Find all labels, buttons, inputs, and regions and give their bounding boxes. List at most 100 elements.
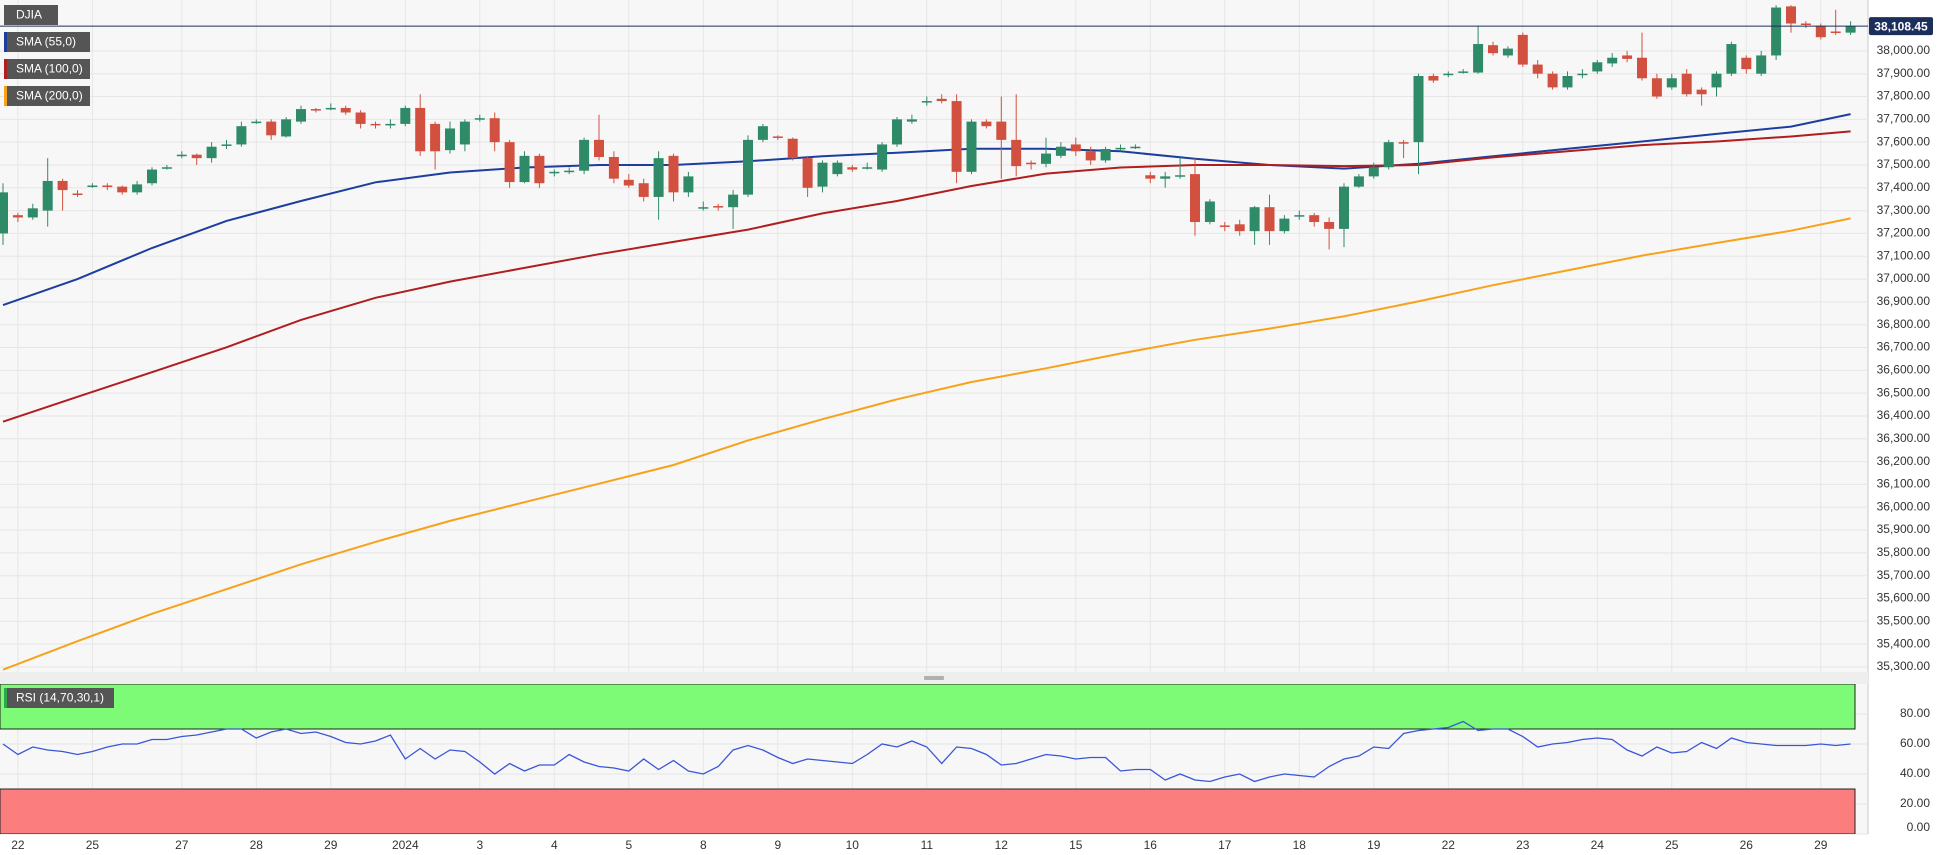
resize-handle[interactable] [924,676,944,680]
price-panel [0,0,1868,672]
candle-body [1055,146,1066,156]
legend-label: SMA (200,0) [16,89,83,103]
legend-box[interactable] [4,86,90,106]
y-tick-label: 37,100.00 [1877,248,1931,262]
candle-body [385,123,396,126]
rsi-zone [0,684,1856,730]
candle-body [1622,55,1633,59]
candle-body [415,107,426,152]
y-tick-label: 36,400.00 [1877,408,1931,422]
candle-body [1651,78,1662,97]
candle-body [310,109,321,111]
y-tick-label: 36,000.00 [1877,499,1931,513]
candle-body [474,118,485,120]
candle-body [1562,75,1573,88]
x-tick-label: 5 [625,838,632,852]
y-tick-label: 36,200.00 [1877,454,1931,468]
y-tick-label: 35,700.00 [1877,568,1931,582]
candle-body [1711,73,1722,88]
candle-body [221,144,232,146]
legend-swatch [4,32,7,52]
x-tick-label: 2024 [392,838,419,852]
y-tick-label: 36,800.00 [1877,317,1931,331]
candle-body [1532,64,1543,74]
candle-body [1771,7,1782,56]
candle-body [951,101,962,172]
symbol-box [4,5,58,25]
y-tick-label: 35,400.00 [1877,636,1931,650]
y-tick-label: 36,300.00 [1877,431,1931,445]
price-tag [1869,17,1933,36]
legend-box[interactable] [4,32,90,52]
candle-body [430,123,441,152]
x-tick-label: 19 [1367,838,1381,852]
y-tick-label: 35,600.00 [1877,591,1931,605]
candle-body [1085,151,1096,161]
legend-swatch [4,688,7,708]
candle-body [1204,201,1215,223]
candle-body [1786,6,1796,24]
candle-body [728,194,739,208]
candle-body [1234,224,1245,232]
candle-body [1696,89,1707,95]
candle-body [996,121,1007,140]
y-tick-label: 38,000.00 [1877,43,1931,57]
candle-body [1070,144,1081,152]
candle-body [638,183,649,197]
candle-body [1383,142,1394,168]
candle-body [698,207,709,209]
y-tick-label: 36,600.00 [1877,363,1931,377]
x-tick-label: 27 [175,838,189,852]
y-tick-label: 35,500.00 [1877,614,1931,628]
y-tick-label: 20.00 [1900,796,1930,810]
y-tick-label: 36,500.00 [1877,385,1931,399]
y-tick-label: 60.00 [1900,736,1930,750]
x-tick-label: 4 [551,838,558,852]
candle-body [1294,215,1305,217]
x-tick-label: 17 [1218,838,1232,852]
rsi-zones [0,684,1856,834]
candle-body [1726,44,1737,74]
candle-body [1592,62,1603,72]
y-tick-label: 80.00 [1900,706,1930,720]
y-tick-label: 37,200.00 [1877,226,1931,240]
y-tick-label: 40.00 [1900,766,1930,780]
candle-body [802,158,813,188]
x-tick-label: 11 [921,838,934,852]
legend-box[interactable] [4,688,114,708]
candle-body [1115,147,1126,150]
y-tick-label: 36,700.00 [1877,340,1931,354]
sma-line [2,130,1851,423]
y-tick-label: 37,700.00 [1877,112,1931,126]
x-tick-label: 22 [11,838,25,852]
x-tick-label: 24 [1591,838,1605,852]
candle-body [1845,26,1856,33]
candle-body [1100,149,1111,161]
candle-body [489,118,500,143]
candle-body [1026,162,1037,165]
x-tick-label: 23 [1516,838,1530,852]
sma-line [2,113,1851,307]
candle-body [713,206,724,208]
candle-body [251,121,262,124]
candle-body [1815,25,1826,38]
candle-body [832,162,843,175]
legend-label: SMA (55,0) [16,35,76,49]
candle-body [459,121,470,145]
candle-body [504,142,515,183]
candle-body [266,121,277,136]
candle-body [1741,57,1752,70]
candle-body [236,126,247,145]
candle-body [743,139,753,195]
legend-box[interactable] [4,59,90,79]
candle-body [519,155,530,183]
candle-body [281,119,292,137]
candles [0,5,1868,250]
candle-body [1577,73,1588,76]
candle-body [966,121,977,172]
candle-body [668,155,679,193]
candle-body [42,180,53,211]
candle-body [325,107,336,110]
x-tick-label: 16 [1144,838,1158,852]
